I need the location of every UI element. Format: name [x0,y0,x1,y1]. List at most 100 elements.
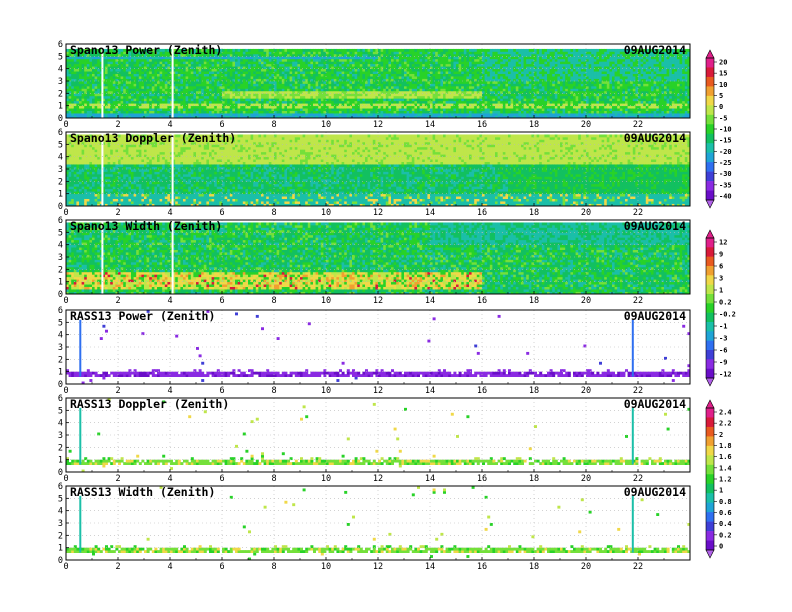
heatmap-cell [222,81,225,84]
heatmap-cell [89,88,93,92]
heatmap-cell [417,78,420,82]
heatmap-cell [76,83,80,87]
heatmap-cell [227,98,231,102]
heatmap-cell [99,56,103,60]
heatmap-cell [170,103,173,107]
heatmap-cell [281,53,285,57]
heatmap-cell [164,73,168,77]
heatmap-cell [245,113,249,116]
heatmap-cell [380,103,384,107]
heatmap-cell [76,68,80,72]
heatmap-cell [505,110,509,114]
heatmap-cell [474,95,478,99]
heatmap-cell [331,100,335,104]
heatmap-cell [482,93,485,97]
heatmap-cell [81,85,85,89]
heatmap-cell [76,93,80,97]
heatmap-cell [133,71,137,74]
heatmap-cell [435,63,439,67]
heatmap-cell [183,76,186,79]
heatmap-cell [110,66,114,70]
heatmap-cell [430,98,433,102]
heatmap-cell [76,58,80,62]
heatmap-cell [466,48,470,52]
heatmap-cell [206,88,210,92]
heatmap-cell [521,100,524,104]
heatmap-cell [310,58,314,62]
heatmap-cell [378,98,381,102]
heatmap-cell [443,85,446,89]
heatmap-cell [284,100,288,104]
heatmap-cell [409,105,413,109]
heatmap-cell [427,68,431,72]
heatmap-cell [466,115,470,119]
heatmap-cell [281,56,285,60]
heatmap-cell [284,85,288,89]
heatmap-cell [196,71,199,74]
heatmap-cell [211,61,215,65]
heatmap-cell [427,88,431,92]
heatmap-cell [315,103,319,107]
heatmap-cell [177,105,181,109]
heatmap-cell [336,56,340,60]
heatmap-cell [193,98,197,102]
heatmap-cell [198,71,202,74]
heatmap-cell [211,88,215,92]
heatmap-cell [297,108,301,111]
heatmap-cell [97,73,101,77]
heatmap-cell [326,76,329,79]
heatmap-cell [146,105,150,109]
heatmap-cell [318,100,322,104]
heatmap-cell [427,51,431,55]
heatmap-cell [180,53,184,57]
heatmap-cell [136,78,140,82]
heatmap-cell [276,98,280,102]
heatmap-cell [255,98,259,102]
heatmap-cell [94,90,98,94]
heatmap-cell [177,48,181,52]
heatmap-cell [388,110,392,114]
heatmap-cell [349,85,353,89]
heatmap-cell [521,88,524,92]
heatmap-cell [378,93,381,97]
heatmap-cell [284,110,288,114]
heatmap-cell [185,63,189,67]
heatmap-cell [417,53,420,57]
heatmap-cell [320,48,324,52]
heatmap-cell [505,115,509,119]
heatmap-cell [341,68,345,72]
heatmap-cell [445,66,449,70]
heatmap-cell [115,56,119,60]
heatmap-cell [196,51,199,55]
heatmap-cell [175,110,179,114]
heatmap-cell [474,83,478,87]
heatmap-cell [271,115,275,119]
heatmap-cell [424,63,428,67]
heatmap-cell [326,81,329,84]
heatmap-cell [307,100,311,104]
heatmap-cell [380,61,384,65]
heatmap-cell [97,103,101,107]
heatmap-cell [107,58,111,62]
heatmap-cell [362,76,366,79]
heatmap-cell [458,110,462,114]
heatmap-cell [471,108,475,111]
heatmap-cell [315,48,319,52]
heatmap-cell [76,103,80,107]
heatmap-cell [323,63,327,67]
heatmap-cell [453,73,457,77]
heatmap-cell [354,108,358,111]
heatmap-cell [157,93,160,97]
heatmap-cell [94,68,98,72]
heatmap-cell [224,103,228,107]
heatmap-cell [183,85,186,89]
heatmap-cell [346,63,350,67]
heatmap-cell [206,76,210,79]
heatmap-cell [349,93,353,97]
heatmap-cell [323,81,327,84]
heatmap-cell [68,71,72,74]
heatmap-cell [229,53,233,57]
heatmap-cell [349,108,353,111]
heatmap-cell [318,90,322,94]
heatmap-cell [497,58,501,62]
